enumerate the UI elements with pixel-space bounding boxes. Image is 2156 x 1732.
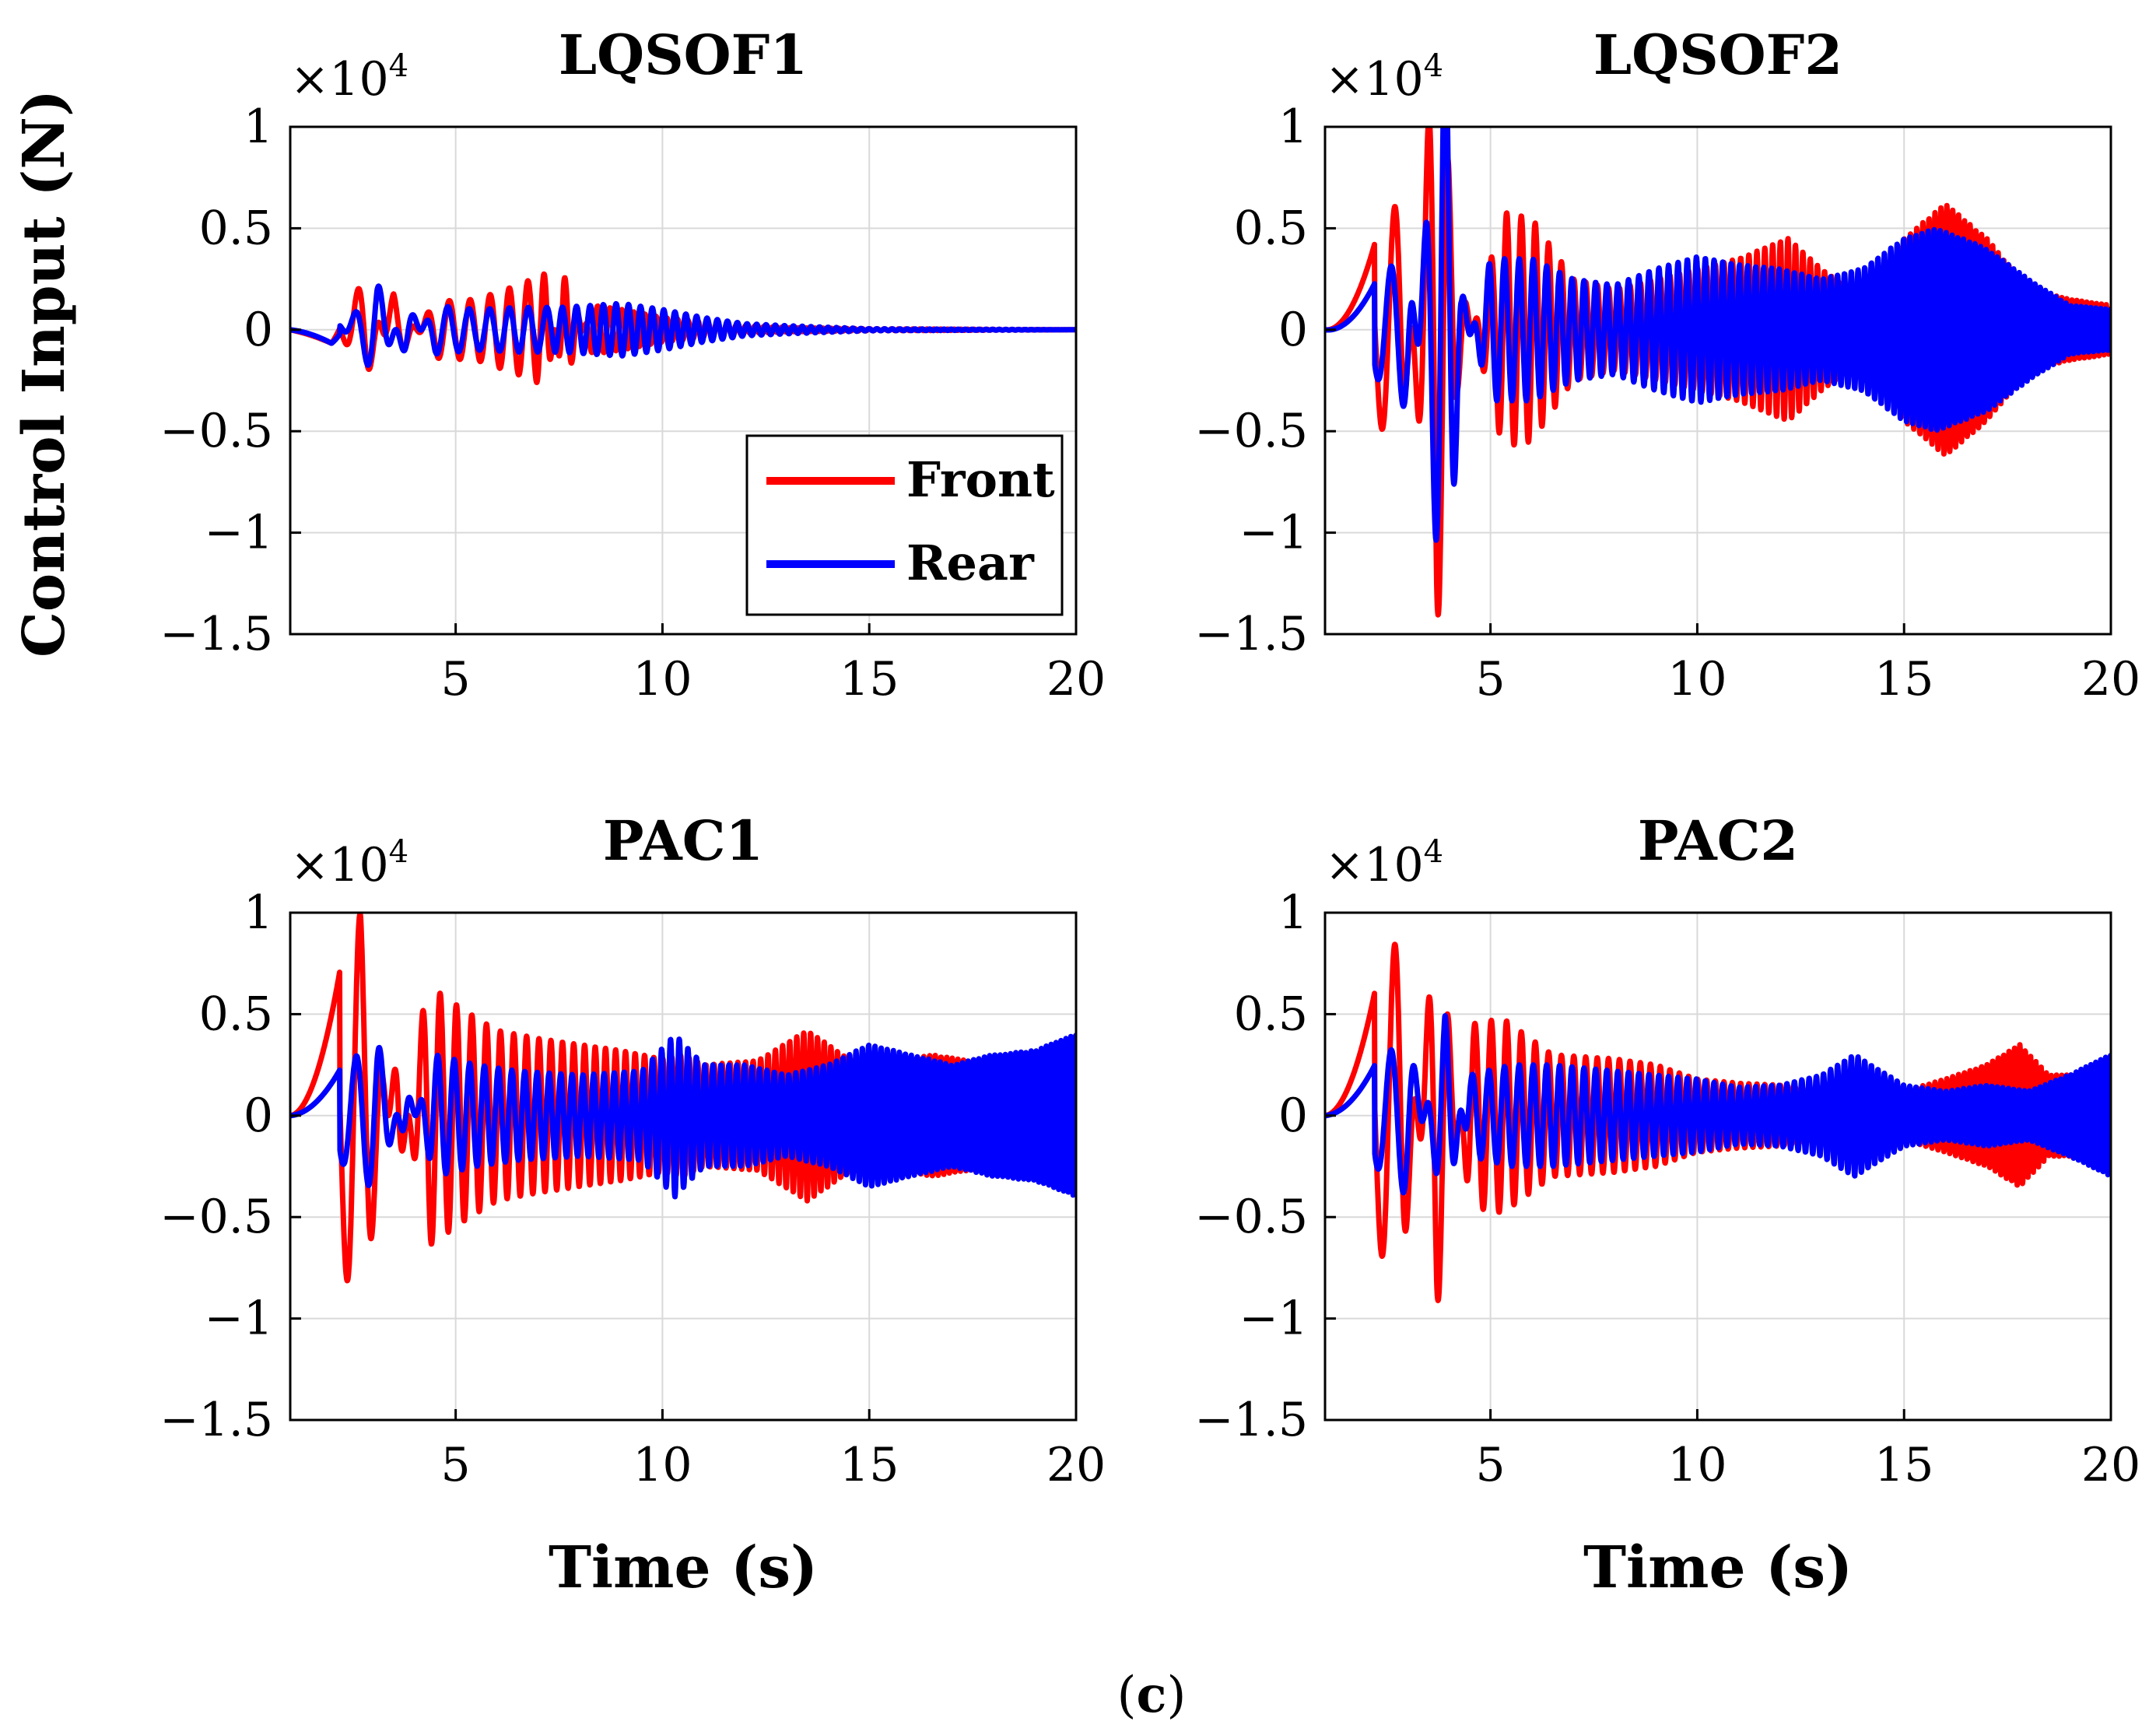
axes-frame — [1323, 125, 2112, 636]
x-tick-label: 5 — [441, 652, 471, 706]
panel-title: PAC2 — [1638, 808, 1798, 873]
x-tick-label: 15 — [1874, 1438, 1933, 1492]
multiplier-exponent: 4 — [389, 48, 408, 84]
x-tick-label: 5 — [441, 1438, 471, 1492]
x-axis-label: Time (s) — [1583, 1534, 1853, 1601]
y-tick-label: 1 — [244, 100, 273, 154]
y-tick-label: 1 — [244, 885, 273, 940]
series-line-rear — [1325, 1013, 2111, 1196]
series-line-rear — [290, 283, 1076, 368]
y-tick-label: −0.5 — [1194, 1190, 1308, 1244]
legend-box — [745, 434, 1064, 616]
series-line-rear — [290, 1033, 1076, 1200]
y-tick-label: 1 — [1278, 100, 1308, 154]
x-tick-label: 5 — [1476, 1438, 1506, 1492]
y-tick-label: 0.5 — [1234, 987, 1308, 1041]
axes-frame — [289, 125, 1078, 636]
x-tick-label: 20 — [2081, 1438, 2140, 1492]
plot-area — [1325, 913, 2111, 1420]
panel-title: LQSOF2 — [1593, 23, 1842, 87]
scale-multiplier: ×104 — [1325, 834, 1443, 892]
y-tick-label: −0.5 — [160, 1190, 273, 1244]
axes-frame — [1323, 911, 2112, 1422]
scale-multiplier: ×104 — [1325, 48, 1443, 107]
x-tick-label: 20 — [1046, 1438, 1106, 1492]
multiplier-exponent: 4 — [389, 834, 408, 870]
scale-multiplier: ×104 — [290, 48, 408, 107]
y-tick-label: 0 — [1278, 1089, 1308, 1143]
multiplier-base: ×10 — [290, 52, 389, 107]
y-tick-label: 0 — [1278, 303, 1308, 357]
y-tick-label: −1.5 — [160, 607, 273, 661]
multiplier-exponent: 4 — [1424, 834, 1443, 870]
x-tick-label: 10 — [633, 1438, 692, 1492]
y-tick-label: −0.5 — [1194, 404, 1308, 458]
y-axis-label: Control Input (N) — [11, 89, 78, 657]
y-tick-label: 0.5 — [199, 201, 273, 255]
y-tick-label: −1.5 — [1194, 1393, 1308, 1447]
x-tick-label: 5 — [1476, 652, 1506, 706]
x-axis-label: Time (s) — [549, 1534, 818, 1601]
legend: Front Rear — [745, 434, 1064, 616]
y-tick-label: 0.5 — [1234, 201, 1308, 255]
y-tick-label: −1 — [1239, 1292, 1308, 1346]
panel-title: PAC1 — [603, 808, 763, 873]
x-tick-label: 20 — [1046, 652, 1106, 706]
multiplier-base: ×10 — [290, 838, 389, 892]
y-tick-label: 1 — [1278, 885, 1308, 940]
panel-pac1: PAC1 ×104 Time (s) 5 10 15 20 1 0.5 0 −0.5 −1 −1.… — [160, 808, 1106, 1601]
x-tick-label: 20 — [2081, 652, 2140, 706]
y-tick-label: −1.5 — [160, 1393, 273, 1447]
panel-lqsof2: LQSOF2 ×104 5 10 15 20 1 0.5 0 −0.5 −1 −1.5 — [1194, 23, 2140, 706]
x-tick-label: 15 — [1874, 652, 1933, 706]
panel-pac2: PAC2 ×104 Time (s) 5 10 15 20 1 0.5 0 −0.5 −1 −1.… — [1194, 808, 2140, 1601]
x-tick-label: 10 — [1667, 652, 1727, 706]
x-tick-label: 10 — [1667, 1438, 1727, 1492]
y-tick-label: 0.5 — [199, 987, 273, 1041]
y-tick-label: 0 — [244, 303, 273, 357]
multiplier-base: ×10 — [1325, 52, 1424, 107]
scale-multiplier: ×104 — [290, 834, 408, 892]
caption-open-paren: ( — [1117, 1667, 1137, 1724]
caption-close-paren: ) — [1166, 1667, 1186, 1724]
caption-letter: c — [1137, 1666, 1167, 1724]
multiplier-base: ×10 — [1325, 838, 1424, 892]
y-tick-label: 0 — [244, 1089, 273, 1143]
multiplier-exponent: 4 — [1424, 48, 1443, 84]
x-tick-label: 10 — [633, 652, 692, 706]
y-tick-label: −1 — [1239, 506, 1308, 560]
x-tick-label: 15 — [840, 1438, 899, 1492]
y-tick-label: −1.5 — [1194, 607, 1308, 661]
legend-label-front: Front — [906, 451, 1055, 508]
x-tick-label: 15 — [840, 652, 899, 706]
legend-label-rear: Rear — [906, 535, 1035, 591]
panel-title: LQSOF1 — [559, 23, 808, 87]
y-tick-label: −1 — [205, 1292, 273, 1346]
series-line-rear — [1325, 127, 2111, 543]
axes-frame — [289, 911, 1078, 1422]
y-tick-label: −0.5 — [160, 404, 273, 458]
figure-caption: (c) — [1117, 1666, 1187, 1724]
y-tick-label: −1 — [205, 506, 273, 560]
